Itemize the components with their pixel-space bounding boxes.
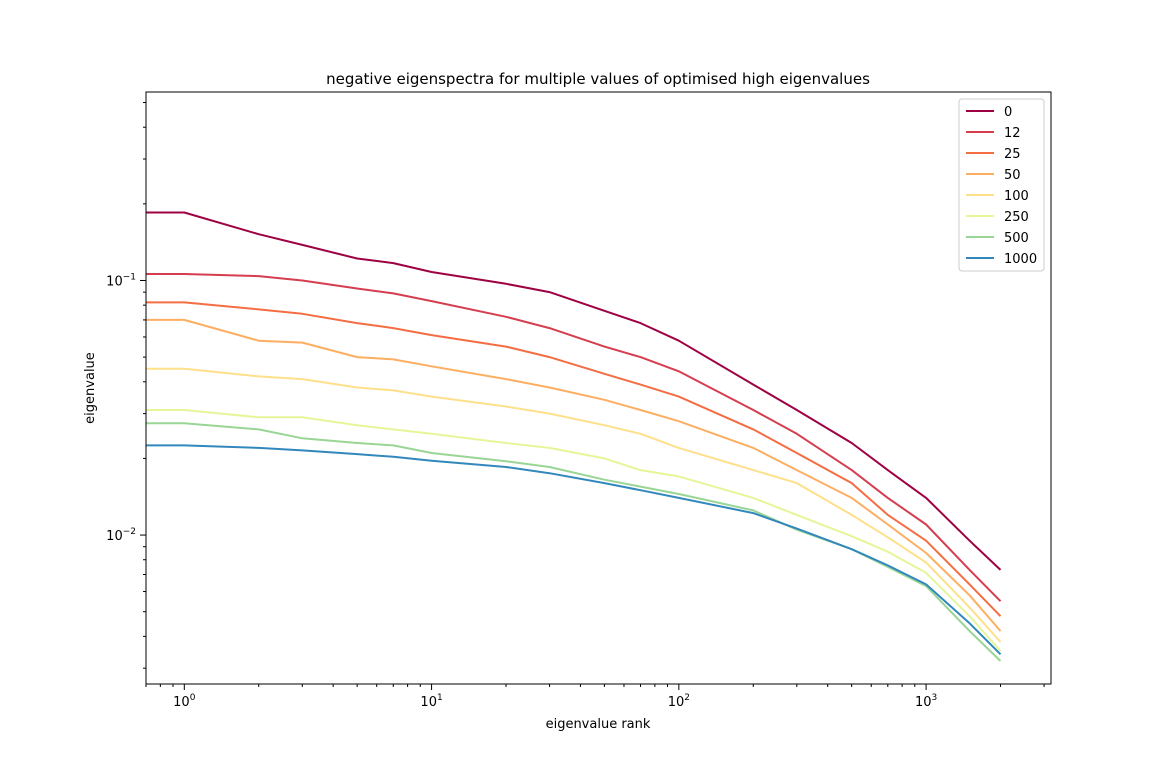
- series-line-250: [146, 409, 1002, 652]
- series-line-100: [146, 367, 1002, 643]
- legend-label-25: 25: [1004, 147, 1021, 162]
- y-axis: 10−2 10−1: [106, 102, 146, 669]
- legend-label-100: 100: [1004, 189, 1029, 204]
- x-tick-label: 102: [668, 693, 690, 710]
- legend-frame: [958, 98, 1045, 272]
- x-tick-label: 103: [915, 693, 937, 710]
- x-tick-label: 100: [173, 693, 196, 710]
- series-line-0: [146, 211, 1002, 571]
- y-tick-label: 10−2: [106, 527, 136, 544]
- plot-background: [146, 92, 1051, 684]
- series-line-500: [146, 422, 1002, 662]
- legend: 0 12 25 50 100 250 500 1000: [958, 98, 1045, 272]
- series-line-1000: [146, 444, 1002, 656]
- series-line-50: [146, 318, 1002, 632]
- series-line-25: [146, 301, 1002, 617]
- legend-items: 0 12 25 50 100 250 500 1000: [966, 105, 1037, 267]
- legend-label-1000: 1000: [1004, 252, 1037, 267]
- legend-label-0: 0: [1004, 105, 1012, 120]
- x-axis-label: eigenvalue rank: [546, 717, 651, 732]
- series-layer: [146, 211, 1002, 662]
- y-tick-label: 10−1: [106, 272, 136, 289]
- x-tick-label: 101: [420, 693, 442, 710]
- chart-title: negative eigenspectra for multiple value…: [326, 70, 870, 88]
- legend-label-12: 12: [1004, 126, 1021, 141]
- legend-label-250: 250: [1004, 210, 1029, 225]
- plot-area: [145, 91, 1052, 685]
- plot-frame: [145, 91, 1052, 685]
- y-axis-label: eigenvalue: [83, 352, 98, 424]
- legend-label-50: 50: [1004, 168, 1021, 183]
- series-line-12: [146, 273, 1002, 602]
- x-axis: 100 101 102 103: [145, 684, 1045, 710]
- legend-label-500: 500: [1004, 231, 1029, 246]
